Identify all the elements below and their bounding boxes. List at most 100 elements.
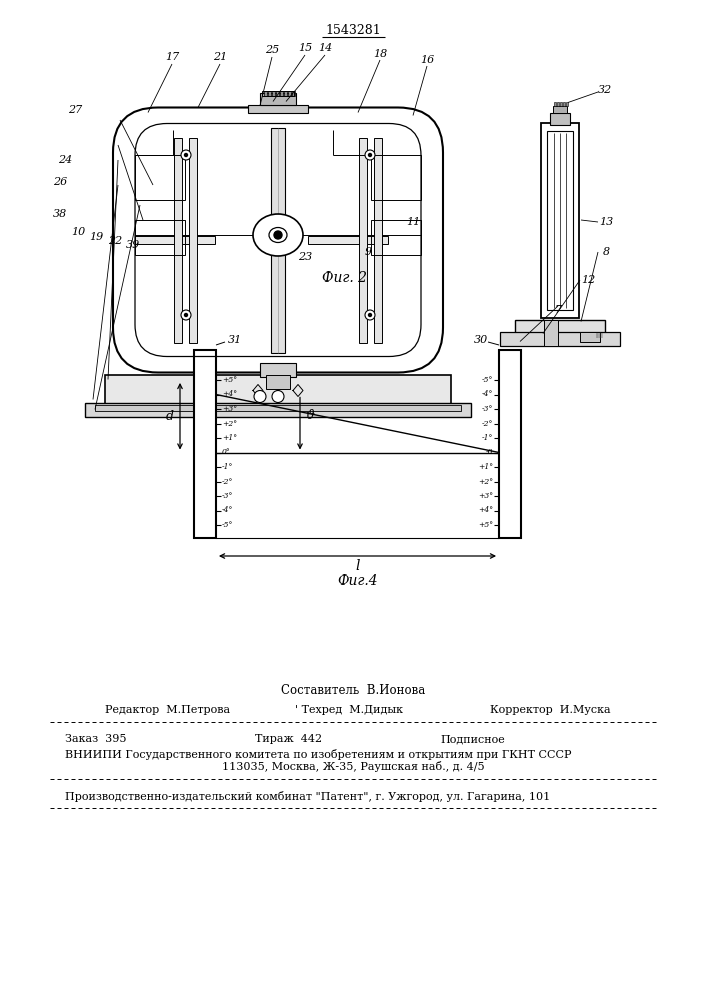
Bar: [135, 236, 215, 244]
Bar: [260, 93, 296, 104]
Text: +5°: +5°: [222, 376, 237, 384]
Bar: [580, 332, 600, 342]
Text: 15: 15: [298, 43, 312, 53]
Text: ВНИИПИ Государственного комитета по изобретениям и открытиям при ГКНТ СССР: ВНИИПИ Государственного комитета по изоб…: [65, 748, 571, 760]
Bar: [563, 102, 565, 105]
Text: +2°: +2°: [478, 478, 493, 486]
Text: 30: 30: [474, 335, 488, 345]
Bar: [553, 105, 567, 112]
Bar: [264, 91, 267, 96]
Circle shape: [181, 310, 191, 320]
Text: Фиг.4: Фиг.4: [337, 574, 378, 588]
Text: 32: 32: [598, 85, 612, 95]
Bar: [272, 91, 275, 96]
Text: l: l: [355, 559, 360, 573]
Text: 25: 25: [265, 45, 279, 55]
Bar: [268, 91, 271, 96]
Text: 19: 19: [89, 232, 103, 242]
Text: Тираж  442: Тираж 442: [255, 734, 322, 744]
Text: +2°: +2°: [222, 420, 237, 428]
Text: 39: 39: [126, 240, 140, 250]
Text: 38: 38: [53, 209, 67, 219]
Bar: [248, 104, 308, 112]
Text: -3°: -3°: [481, 405, 493, 413]
Text: 21: 21: [213, 52, 227, 62]
Text: 1543281: 1543281: [325, 23, 381, 36]
Circle shape: [368, 153, 371, 156]
Bar: [500, 332, 620, 346]
Text: 20: 20: [273, 245, 287, 255]
Text: -0: -0: [486, 448, 493, 456]
Text: ϑ: ϑ: [305, 409, 315, 422]
Text: -1°: -1°: [481, 434, 493, 442]
Bar: [280, 91, 283, 96]
Bar: [288, 91, 291, 96]
Text: 24: 24: [58, 155, 72, 165]
Text: Составитель  В.Ионова: Составитель В.Ионова: [281, 684, 425, 696]
Bar: [371, 155, 421, 200]
Text: -1°: -1°: [222, 463, 233, 471]
Text: 22: 22: [108, 236, 122, 246]
Text: 13: 13: [599, 217, 613, 227]
Text: +3°: +3°: [478, 492, 493, 500]
Text: +1°: +1°: [222, 434, 237, 442]
Text: +3°: +3°: [222, 405, 237, 413]
Text: Подписное: Подписное: [440, 734, 505, 744]
Text: +4°: +4°: [222, 390, 237, 398]
Bar: [135, 155, 185, 200]
Bar: [308, 236, 388, 244]
Text: 7: 7: [554, 305, 561, 315]
Circle shape: [368, 314, 371, 316]
Bar: [541, 122, 579, 318]
Bar: [359, 137, 367, 342]
Bar: [276, 91, 279, 96]
Text: 9: 9: [364, 247, 372, 257]
Circle shape: [254, 390, 266, 402]
Bar: [515, 320, 605, 334]
Bar: [371, 220, 421, 255]
Text: ' Техред  М.Дидык: ' Техред М.Дидык: [295, 705, 403, 715]
Circle shape: [185, 153, 187, 156]
Bar: [105, 374, 451, 404]
Circle shape: [181, 150, 191, 160]
Bar: [550, 112, 570, 124]
Bar: [547, 130, 573, 310]
Text: 12: 12: [581, 275, 595, 285]
Text: Корректор  И.Муска: Корректор И.Муска: [490, 705, 611, 715]
Bar: [560, 102, 562, 105]
Text: Производственно-издательский комбинат "Патент", г. Ужгород, ул. Гагарина, 101: Производственно-издательский комбинат "П…: [65, 790, 550, 802]
Text: 0°: 0°: [222, 448, 230, 456]
Bar: [174, 137, 182, 342]
Text: 17: 17: [165, 52, 179, 62]
Bar: [544, 320, 558, 346]
Text: Фиг. 2: Фиг. 2: [322, 271, 368, 285]
Bar: [566, 102, 568, 105]
Circle shape: [365, 310, 375, 320]
Text: IIII: IIII: [595, 334, 603, 340]
Text: d: d: [166, 410, 174, 423]
Text: Редактор  М.Петрова: Редактор М.Петрова: [105, 705, 230, 715]
Text: -4°: -4°: [222, 506, 233, 514]
Text: 113035, Москва, Ж-35, Раушская наб., д. 4/5: 113035, Москва, Ж-35, Раушская наб., д. …: [222, 762, 484, 772]
Text: -3°: -3°: [222, 492, 233, 500]
Bar: [135, 220, 185, 255]
Text: 27: 27: [68, 105, 82, 115]
FancyBboxPatch shape: [113, 107, 443, 372]
Text: 16: 16: [420, 55, 434, 65]
Circle shape: [185, 314, 187, 316]
Text: -5°: -5°: [481, 376, 493, 384]
Bar: [284, 91, 287, 96]
Ellipse shape: [253, 214, 303, 256]
Ellipse shape: [269, 228, 287, 242]
Text: +4°: +4°: [478, 506, 493, 514]
Circle shape: [365, 150, 375, 160]
Text: -4°: -4°: [481, 390, 493, 398]
Text: 26: 26: [53, 177, 67, 187]
Text: 10: 10: [71, 227, 85, 237]
Text: 23: 23: [298, 252, 312, 262]
Bar: [266, 374, 290, 388]
Bar: [85, 402, 471, 416]
Text: +5°: +5°: [478, 521, 493, 529]
Bar: [194, 350, 216, 538]
Bar: [374, 137, 382, 342]
